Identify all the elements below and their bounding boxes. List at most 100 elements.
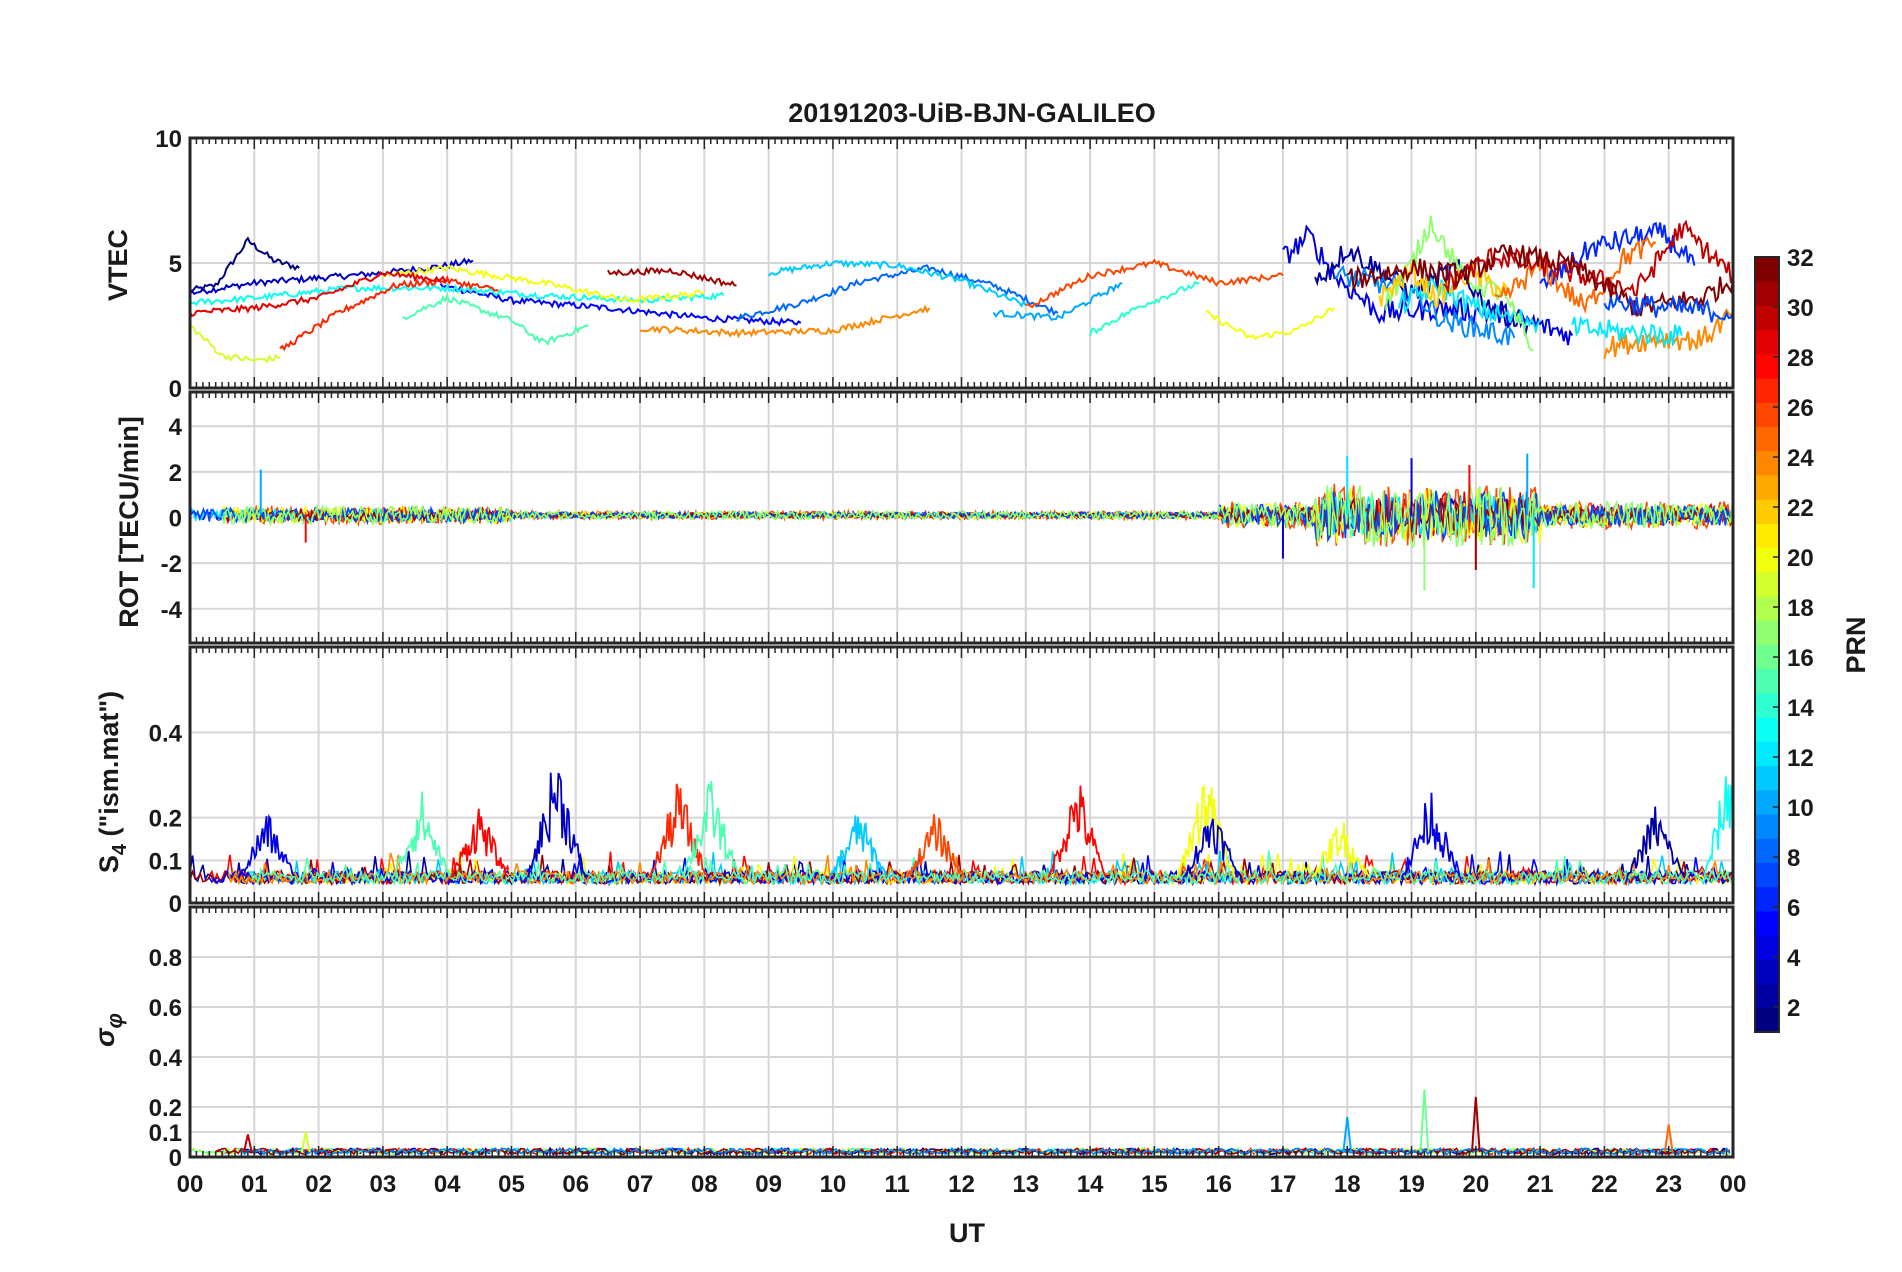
x-tick-label: 21 bbox=[1527, 1171, 1554, 1198]
colorbar-swatch bbox=[1755, 814, 1779, 839]
vtec-series-line bbox=[1494, 235, 1657, 315]
colorbar-tick-label: 24 bbox=[1787, 445, 1814, 472]
rot-y-axis-label: ROT [TECU/min] bbox=[114, 416, 144, 627]
colorbar-swatch bbox=[1755, 402, 1779, 428]
vtec-series-line bbox=[1333, 264, 1516, 347]
sigma-y-tick-label: 0.8 bbox=[149, 945, 182, 972]
rot-y-tick-label: -4 bbox=[161, 597, 183, 624]
s4-series-line bbox=[247, 850, 1733, 887]
colorbar-swatch bbox=[1755, 765, 1779, 791]
x-tick-label: 06 bbox=[562, 1171, 589, 1198]
colorbar-swatch bbox=[1755, 741, 1779, 767]
s4-peak-burst bbox=[1182, 818, 1243, 879]
colorbar-swatch bbox=[1755, 426, 1779, 452]
s4-y-tick-label: 0.2 bbox=[149, 806, 182, 833]
colorbar-tick-label: 16 bbox=[1787, 645, 1814, 672]
colorbar-tick-label: 2 bbox=[1787, 995, 1800, 1022]
colorbar-swatch bbox=[1755, 547, 1779, 573]
colorbar-tick-label: 18 bbox=[1787, 595, 1814, 622]
vtec-series-line bbox=[767, 259, 1027, 308]
colorbar-swatch bbox=[1755, 862, 1779, 888]
colorbar-swatch bbox=[1755, 329, 1779, 355]
x-tick-label: 11 bbox=[885, 1171, 910, 1198]
vtec-series-line bbox=[607, 266, 737, 287]
s4-peak-burst bbox=[1311, 822, 1371, 878]
vtec-series-line bbox=[382, 264, 705, 304]
x-tick-label: 22 bbox=[1591, 1171, 1618, 1198]
colorbar-swatch bbox=[1755, 305, 1779, 331]
colorbar-swatch bbox=[1755, 257, 1779, 282]
sigma-phi-y-axis-label: σφ bbox=[89, 1013, 127, 1047]
vtec-series-line bbox=[1314, 245, 1529, 336]
colorbar-swatch bbox=[1755, 378, 1779, 403]
s4-y-axis-label: S4 ("ism.mat") bbox=[94, 691, 131, 873]
sigma-y-tick-label: 0.2 bbox=[149, 1095, 182, 1122]
s4-y-tick-label: 0.4 bbox=[149, 720, 183, 747]
vtec-y-tick-label: 5 bbox=[169, 251, 182, 278]
s4-peak-burst bbox=[681, 780, 741, 878]
colorbar-swatch bbox=[1755, 450, 1779, 476]
vtec-series-line bbox=[402, 293, 589, 346]
colorbar-swatch bbox=[1755, 717, 1779, 742]
sigma-spike bbox=[1342, 1116, 1353, 1153]
vtec-series-line bbox=[1378, 259, 1509, 308]
x-tick-label: 13 bbox=[1012, 1171, 1039, 1198]
s4-peak-burst bbox=[828, 815, 889, 879]
s4-peak-burst bbox=[906, 814, 966, 878]
colorbar-label: PRN bbox=[1841, 616, 1871, 673]
vtec-series-line bbox=[279, 274, 499, 352]
sigma-series-line bbox=[240, 1146, 1731, 1156]
vtec-y-tick-label: 10 bbox=[155, 126, 182, 153]
sigma-spike bbox=[1663, 1124, 1674, 1153]
colorbar-swatch bbox=[1755, 789, 1779, 815]
sigma-y-tick-label: 0.1 bbox=[149, 1120, 182, 1147]
s4-peak-burst bbox=[648, 783, 709, 878]
x-tick-label: 04 bbox=[434, 1171, 461, 1198]
vtec-series-line bbox=[189, 270, 448, 318]
vtec-series-line bbox=[1603, 291, 1734, 323]
x-tick-label: 12 bbox=[948, 1171, 975, 1198]
vtec-series-line bbox=[639, 304, 931, 339]
vtec-series-line bbox=[189, 257, 474, 296]
colorbar-tick-label: 8 bbox=[1787, 845, 1800, 872]
colorbar-tick-label: 14 bbox=[1787, 695, 1814, 722]
vtec-series-line bbox=[1089, 280, 1200, 337]
vtec-series-line bbox=[1025, 258, 1284, 309]
colorbar-tick-label: 26 bbox=[1787, 395, 1814, 422]
s4-y-tick-label: 0 bbox=[169, 891, 182, 918]
x-tick-label: 01 bbox=[241, 1171, 268, 1198]
colorbar-tick-label: 22 bbox=[1787, 495, 1814, 522]
vtec-series-line bbox=[1603, 308, 1734, 360]
colorbar-swatch bbox=[1755, 959, 1779, 985]
x-tick-label: 19 bbox=[1398, 1171, 1425, 1198]
s4-peak-burst bbox=[1176, 783, 1236, 878]
colorbar-swatch bbox=[1755, 281, 1779, 306]
vtec-series-line bbox=[439, 282, 802, 327]
colorbar-swatch bbox=[1755, 935, 1779, 960]
chart-title: 20191203-UiB-BJN-GALILEO bbox=[788, 98, 1156, 128]
s4-peak-burst bbox=[449, 808, 509, 879]
x-tick-label: 05 bbox=[498, 1171, 525, 1198]
x-axis-label: UT bbox=[949, 1218, 985, 1248]
x-tick-label: 18 bbox=[1334, 1171, 1361, 1198]
colorbar-swatch bbox=[1755, 910, 1779, 936]
x-tick-label: 14 bbox=[1077, 1171, 1104, 1198]
colorbar-swatch bbox=[1755, 668, 1779, 694]
rot-y-tick-label: 4 bbox=[169, 414, 183, 441]
x-tick-label: 07 bbox=[627, 1171, 654, 1198]
colorbar-tick-label: 20 bbox=[1787, 545, 1814, 572]
s4-peak-burst bbox=[1703, 776, 1734, 878]
colorbar-swatch bbox=[1755, 499, 1779, 524]
x-tick-label: 16 bbox=[1205, 1171, 1232, 1198]
rot-series-line bbox=[221, 483, 1734, 549]
sigma-spike bbox=[243, 1134, 253, 1153]
x-tick-label: 02 bbox=[305, 1171, 332, 1198]
colorbar-swatch bbox=[1755, 620, 1779, 645]
vtec-series-line bbox=[1347, 244, 1734, 317]
x-tick-label: 23 bbox=[1655, 1171, 1682, 1198]
s4-peak-burst bbox=[1626, 806, 1686, 878]
x-tick-label: 10 bbox=[820, 1171, 847, 1198]
vtec-series-line bbox=[189, 324, 281, 364]
